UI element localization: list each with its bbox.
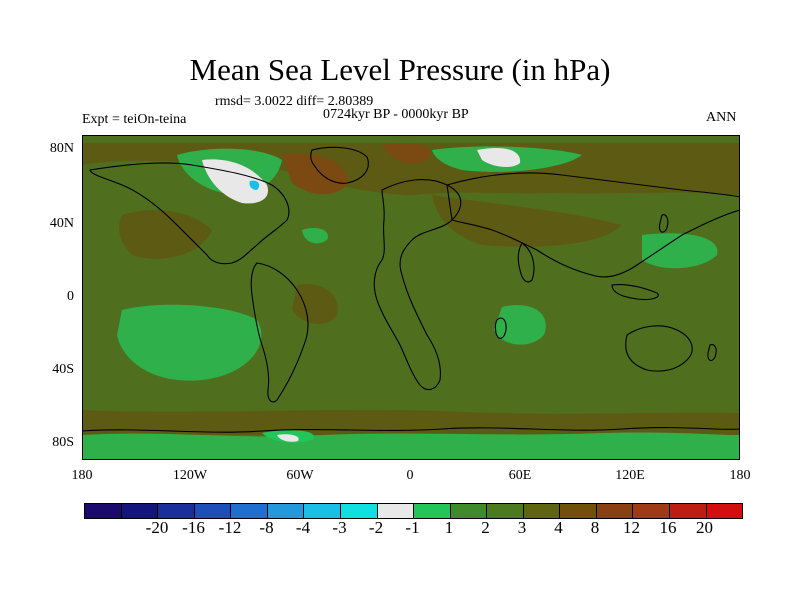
coastline-australia (625, 325, 693, 372)
south-america-brown-zone (292, 284, 338, 325)
colorbar-label: 16 (659, 518, 677, 537)
lon-label-60e: 60E (508, 468, 532, 483)
lon-label-60w: 60W (286, 468, 314, 483)
colorbar-label: 12 (623, 518, 640, 537)
coastline-antarctica (82, 427, 740, 433)
colorbar-swatch (596, 504, 634, 518)
season-label: ANN (706, 110, 737, 125)
west-pacific-green-zone (642, 233, 718, 269)
colorbar-label: 8 (590, 518, 600, 537)
colorbar-label: -12 (218, 518, 242, 537)
greenland-dark-brown-zone (382, 143, 431, 164)
colorbar-label: 3 (517, 518, 527, 537)
antarctic-white-patch (277, 434, 299, 442)
coastline-asia (446, 172, 740, 278)
colorbar-label: 1 (444, 518, 454, 537)
pressure-map (82, 135, 740, 460)
lon-label-120e: 120E (615, 468, 645, 483)
colorbar-label: -4 (295, 518, 311, 537)
coastline-madagascar (494, 317, 507, 339)
period-label: 0724kyr BP - 0000kyr BP (323, 107, 469, 122)
map-frame (82, 135, 740, 460)
coastline-indonesia (611, 283, 659, 301)
eurasian-ice-white-zone (477, 147, 521, 167)
lat-label-80n: 80N (49, 141, 74, 156)
colorbar-swatch (487, 504, 524, 518)
colorbar-swatch (560, 504, 597, 518)
colorbar-swatch (706, 504, 743, 518)
colorbar-swatch (85, 504, 122, 518)
south-pacific-green-zone (117, 304, 262, 381)
colorbar-swatch (377, 504, 415, 518)
arctic-dark-brown-zone (282, 153, 348, 195)
coastline-greenland (310, 146, 369, 184)
antarctic-green-band (82, 432, 740, 460)
coastline-japan (658, 214, 669, 233)
colorbar-swatch (267, 504, 305, 518)
colorbar-label: 4 (554, 518, 563, 537)
colorbar-swatch (121, 504, 159, 518)
coastline-north-america (89, 162, 290, 265)
colorbar-label: -1 (405, 518, 420, 537)
atlantic-green-patch (302, 228, 328, 244)
colorbar-swatch (633, 504, 670, 518)
colorbar-label: -16 (182, 518, 205, 537)
lon-label-0: 0 (406, 468, 414, 483)
coastline-south-america (250, 262, 309, 403)
colorbar-swatch (158, 504, 195, 518)
colorbar-label: -20 (145, 518, 169, 537)
laurentide-ice-white-zone (202, 159, 268, 204)
colorbar-swatch (231, 504, 268, 518)
experiment-label: Expt = teiOn-teina (82, 112, 187, 127)
southern-ocean-brown-band (82, 409, 740, 435)
colorbar-label: 2 (481, 518, 490, 537)
indian-ocean-green-zone (494, 305, 546, 345)
north-pacific-brown-zone (119, 210, 212, 259)
lat-label-80s: 80S (52, 435, 74, 450)
eurasia-brown-zone (432, 195, 622, 247)
lon-label-180e: 180 (729, 468, 751, 483)
colorbar-swatch (414, 504, 451, 518)
colorbar-label: -3 (332, 518, 347, 537)
colorbar-swatch (194, 504, 232, 518)
colorbar-swatch (670, 504, 707, 518)
colorbar-swatch (304, 504, 341, 518)
coastlines (82, 146, 740, 433)
lon-label-180w: 180 (71, 468, 93, 483)
colorbar-label: -2 (368, 518, 384, 537)
colorbar-swatch (523, 504, 561, 518)
map-title: Mean Sea Level Pressure (in hPa) (189, 52, 611, 87)
colorbar-swatch (450, 504, 488, 518)
lat-label-40n: 40N (49, 216, 74, 231)
colorbar-label: 20 (696, 518, 713, 537)
lat-label-40s: 40S (52, 362, 74, 377)
coastline-new-zealand (707, 344, 717, 362)
colorbar-swatch (340, 504, 378, 518)
colorbar-label: -8 (259, 518, 274, 537)
laurentide-cyan-patch (249, 180, 260, 190)
coastline-india (517, 242, 535, 283)
stats-line: rmsd= 3.0022 diff= 2.80389 (215, 94, 374, 109)
colorbar (84, 503, 743, 519)
lon-label-120w: 120W (172, 468, 208, 483)
lat-label-eq: 0 (67, 289, 74, 304)
